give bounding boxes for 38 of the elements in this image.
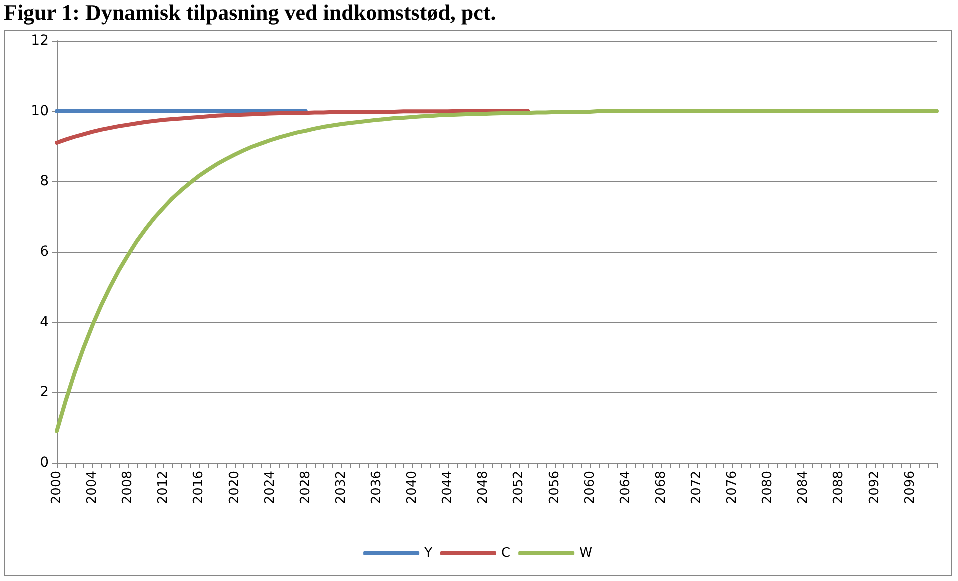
- x-tick-label: 2044: [440, 471, 456, 504]
- y-tick-label: 2: [40, 384, 49, 401]
- x-tick-label: 2080: [760, 471, 776, 504]
- x-tick-label: 2088: [832, 471, 847, 504]
- x-tick-label: 2084: [796, 471, 812, 504]
- legend-label: W: [580, 546, 593, 561]
- legend-label: Y: [424, 546, 433, 561]
- x-tick-label: 2056: [547, 471, 562, 504]
- x-tick-label: 2028: [298, 471, 314, 504]
- x-tick-label: 2068: [654, 471, 669, 504]
- y-tick-label: 4: [40, 314, 50, 330]
- x-tick-label: 2024: [262, 471, 278, 504]
- y-tick-label: 0: [40, 455, 49, 471]
- y-tick-label: 12: [31, 33, 49, 49]
- line-series: [55, 109, 530, 145]
- x-tick-label: 2012: [156, 471, 172, 504]
- chart-title: Figur 1: Dynamisk tilpasning ved indkomststød, pct.: [4, 0, 496, 26]
- x-tick-label: 2060: [582, 471, 598, 504]
- x-tick-label: 2036: [370, 471, 384, 504]
- x-tick-label: 2052: [512, 471, 527, 504]
- x-tick-label: 2096: [902, 471, 918, 504]
- x-tick-label: 2048: [476, 471, 492, 504]
- y-tick-label: 6: [40, 244, 50, 260]
- x-tick-label: 2008: [120, 471, 136, 504]
- x-tick-label: 2032: [334, 471, 349, 504]
- x-tick-label: 2072: [690, 471, 704, 504]
- x-tick-label: 2040: [405, 471, 420, 504]
- y-tick-label: 8: [40, 174, 49, 190]
- x-tick-label: 2092: [867, 471, 882, 504]
- y-tick-label: 10: [31, 103, 49, 120]
- x-tick-label: 2000: [50, 471, 64, 504]
- x-tick-label: 2004: [85, 471, 100, 504]
- x-tick-label: 2064: [618, 471, 634, 504]
- x-tick-label: 2016: [192, 471, 207, 504]
- line-series: [55, 109, 939, 434]
- legend-label: C: [502, 546, 511, 561]
- x-tick-label: 2020: [227, 471, 242, 504]
- x-tick-label: 2076: [725, 471, 740, 504]
